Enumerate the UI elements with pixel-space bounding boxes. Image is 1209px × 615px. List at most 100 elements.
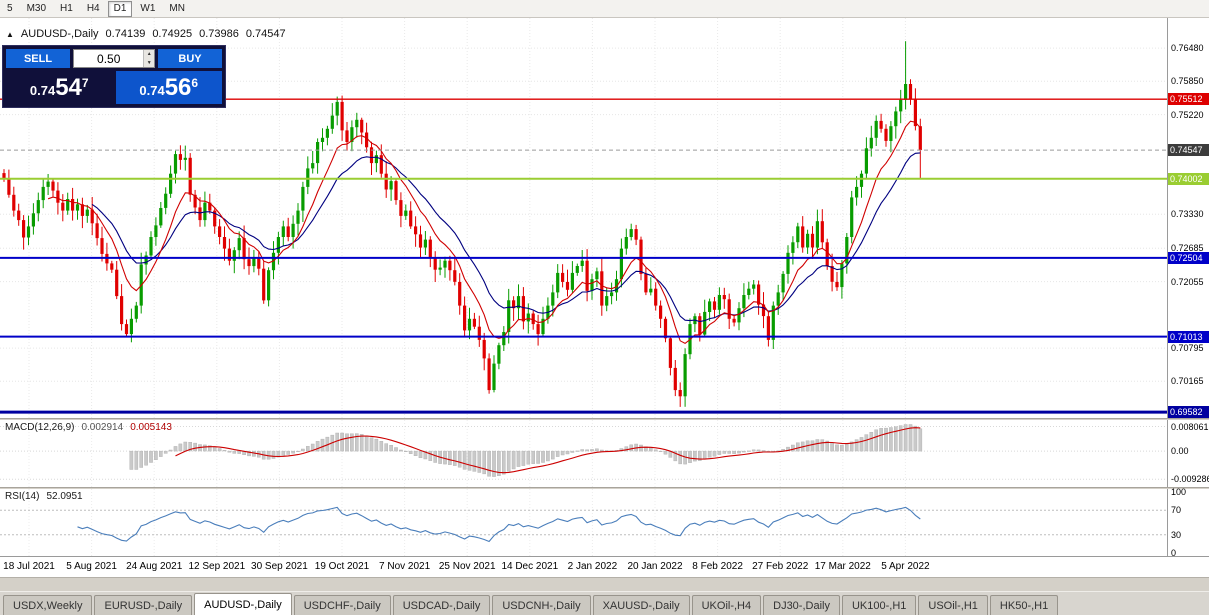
buy-price-sup: 6 xyxy=(191,76,199,90)
price-tick: 0.75850 xyxy=(1171,76,1204,87)
one-click-trading-panel: SELL ▲ ▼ BUY 0.74 54 7 0.74 xyxy=(2,45,226,108)
date-label: 30 Sep 2021 xyxy=(251,561,308,572)
price-tick: 0.72685 xyxy=(1171,243,1204,254)
symbol-info: ▲ AUDUSD-,Daily 0.74139 0.74925 0.73986 … xyxy=(6,28,286,40)
main-chart-panel: ▲ AUDUSD-,Daily 0.74139 0.74925 0.73986 … xyxy=(0,18,1209,419)
buy-price-base: 0.74 xyxy=(139,83,165,98)
date-label: 24 Aug 2021 xyxy=(126,561,183,572)
buy-price-big: 56 xyxy=(164,74,192,101)
rsi-value: 52.0951 xyxy=(46,491,83,502)
date-label: 14 Dec 2021 xyxy=(501,561,559,572)
price-tick: 0.70795 xyxy=(1171,343,1204,354)
date-axis[interactable]: 18 Jul 2021 5 Aug 2021 24 Aug 2021 12 Sep 2… xyxy=(0,556,1209,577)
timeframe-button-m30[interactable]: M30 xyxy=(26,2,47,14)
chart-tabbar: USDX,Weekly EURUSD-,Daily AUDUSD-,Daily USD… xyxy=(0,591,1209,615)
price-level-badge: 0.71013 xyxy=(1168,330,1209,343)
timeframe-button-h4[interactable]: H4 xyxy=(86,2,100,14)
buy-button[interactable]: BUY xyxy=(158,49,222,68)
date-label: 19 Oct 2021 xyxy=(314,561,370,572)
price-axis[interactable]: 0.76480 0.75850 0.75220 0.73330 0.72685 0.720… xyxy=(1167,18,1209,419)
sell-price-display[interactable]: 0.74 54 7 xyxy=(6,71,113,104)
macd-main-value: 0.002914 xyxy=(81,422,124,433)
price-tick: 0.72055 xyxy=(1171,276,1204,287)
tab-usdchf-daily[interactable]: USDCHF-,Daily xyxy=(293,595,391,615)
macd-canvas[interactable] xyxy=(0,420,1167,487)
tab-eurusd-daily[interactable]: EURUSD-,Daily xyxy=(94,595,193,615)
price-level-badge: 0.69582 xyxy=(1168,406,1209,419)
lot-size-input[interactable] xyxy=(74,50,144,67)
rsi-canvas[interactable] xyxy=(0,489,1167,556)
timeframe-button-5[interactable]: 5 xyxy=(7,2,13,14)
lot-decrease-button[interactable]: ▼ xyxy=(144,58,154,67)
bottom-scroll-strip[interactable] xyxy=(0,577,1209,591)
tab-usdcad-daily[interactable]: USDCAD-,Daily xyxy=(392,595,491,615)
sell-price-sup: 7 xyxy=(81,76,89,90)
timeframe-button-d1[interactable]: D1 xyxy=(107,0,133,17)
date-label: 5 Apr 2022 xyxy=(881,561,930,572)
price-tick: 0.73330 xyxy=(1171,209,1204,220)
tab-hk50-h1[interactable]: HK50-,H1 xyxy=(989,595,1059,615)
tab-xauusd-daily[interactable]: XAUUSD-,Daily xyxy=(592,595,690,615)
panel-separator[interactable] xyxy=(0,418,1209,420)
macd-label: MACD(12,26,9) 0.002914 0.005143 xyxy=(5,422,172,433)
main-chart-canvas[interactable] xyxy=(0,18,1167,418)
sell-button[interactable]: SELL xyxy=(6,49,70,68)
price-tick: 0.76480 xyxy=(1171,43,1204,54)
rsi-axis-label: 30 xyxy=(1171,529,1182,540)
price-level-badge: 0.74002 xyxy=(1168,172,1209,185)
lot-increase-button[interactable]: ▲ xyxy=(144,50,154,59)
rsi-axis: 100 70 30 0 xyxy=(1167,487,1209,558)
tab-usoil-h1[interactable]: USOil-,H1 xyxy=(918,595,988,615)
macd-panel: MACD(12,26,9) 0.002914 0.005143 0.008061… xyxy=(0,420,1209,487)
date-label: 7 Nov 2021 xyxy=(379,561,431,572)
panel-separator[interactable] xyxy=(0,487,1209,489)
date-label: 8 Feb 2022 xyxy=(692,561,743,572)
macd-signal-value: 0.005143 xyxy=(130,422,172,433)
ohlc-low: 0.73986 xyxy=(199,28,239,40)
lot-size-field: ▲ ▼ xyxy=(73,49,155,68)
rsi-label: RSI(14) 52.0951 xyxy=(5,491,83,502)
ohlc-close: 0.74547 xyxy=(245,28,286,40)
tab-uk100-h1[interactable]: UK100-,H1 xyxy=(841,595,917,615)
macd-axis-label: 0.008061 xyxy=(1171,421,1209,432)
date-label: 27 Feb 2022 xyxy=(752,561,809,572)
rsi-axis-label: 100 xyxy=(1171,487,1187,498)
price-tick: 0.70165 xyxy=(1171,376,1204,387)
sell-price-big: 54 xyxy=(55,74,82,101)
macd-name: MACD(12,26,9) xyxy=(5,422,75,433)
tab-dj30-daily[interactable]: DJ30-,Daily xyxy=(763,595,840,615)
timeframe-button-w1[interactable]: W1 xyxy=(140,2,156,14)
ohlc-open: 0.74139 xyxy=(105,28,146,40)
current-price-badge: 0.74547 xyxy=(1168,144,1209,157)
price-tick: 0.75220 xyxy=(1171,109,1204,120)
date-label: 5 Aug 2021 xyxy=(66,561,117,572)
lot-spinner: ▲ ▼ xyxy=(143,50,154,67)
macd-axis-label: 0.00 xyxy=(1171,446,1189,457)
date-label: 2 Jan 2022 xyxy=(567,561,618,572)
timeframe-toolbar: 5 M30 H1 H4 D1 W1 MN xyxy=(0,0,1209,18)
date-label: 17 Mar 2022 xyxy=(814,561,871,572)
date-label: 20 Jan 2022 xyxy=(627,561,683,572)
rsi-panel: RSI(14) 52.0951 100 70 30 0 xyxy=(0,487,1209,558)
rsi-name: RSI(14) xyxy=(5,491,40,502)
tab-ukoil-h4[interactable]: UKOil-,H4 xyxy=(691,595,762,615)
symbol-name: AUDUSD-,Daily xyxy=(20,28,99,40)
tab-audusd-daily[interactable]: AUDUSD-,Daily xyxy=(194,593,292,615)
price-level-badge: 0.72504 xyxy=(1168,251,1209,264)
date-label: 12 Sep 2021 xyxy=(188,561,246,572)
price-level-badge: 0.75512 xyxy=(1168,93,1209,106)
tab-usdx-weekly[interactable]: USDX,Weekly xyxy=(3,595,93,615)
tab-usdcnh-daily[interactable]: USDCNH-,Daily xyxy=(492,595,591,615)
date-label: 25 Nov 2021 xyxy=(438,561,496,572)
date-label: 18 Jul 2021 xyxy=(3,561,55,572)
macd-axis: 0.008061 0.00 -0.009286 xyxy=(1167,420,1209,487)
rsi-axis-label: 70 xyxy=(1171,505,1182,516)
rsi-axis-label: 0 xyxy=(1171,547,1177,558)
ohlc-high: 0.74925 xyxy=(152,28,193,40)
buy-price-display[interactable]: 0.74 56 6 xyxy=(115,71,222,104)
trade-panel-toggle-icon[interactable]: ▲ xyxy=(6,30,14,39)
macd-axis-label: -0.009286 xyxy=(1171,474,1209,485)
timeframe-button-h1[interactable]: H1 xyxy=(60,2,73,14)
timeframe-button-mn[interactable]: MN xyxy=(169,2,185,14)
